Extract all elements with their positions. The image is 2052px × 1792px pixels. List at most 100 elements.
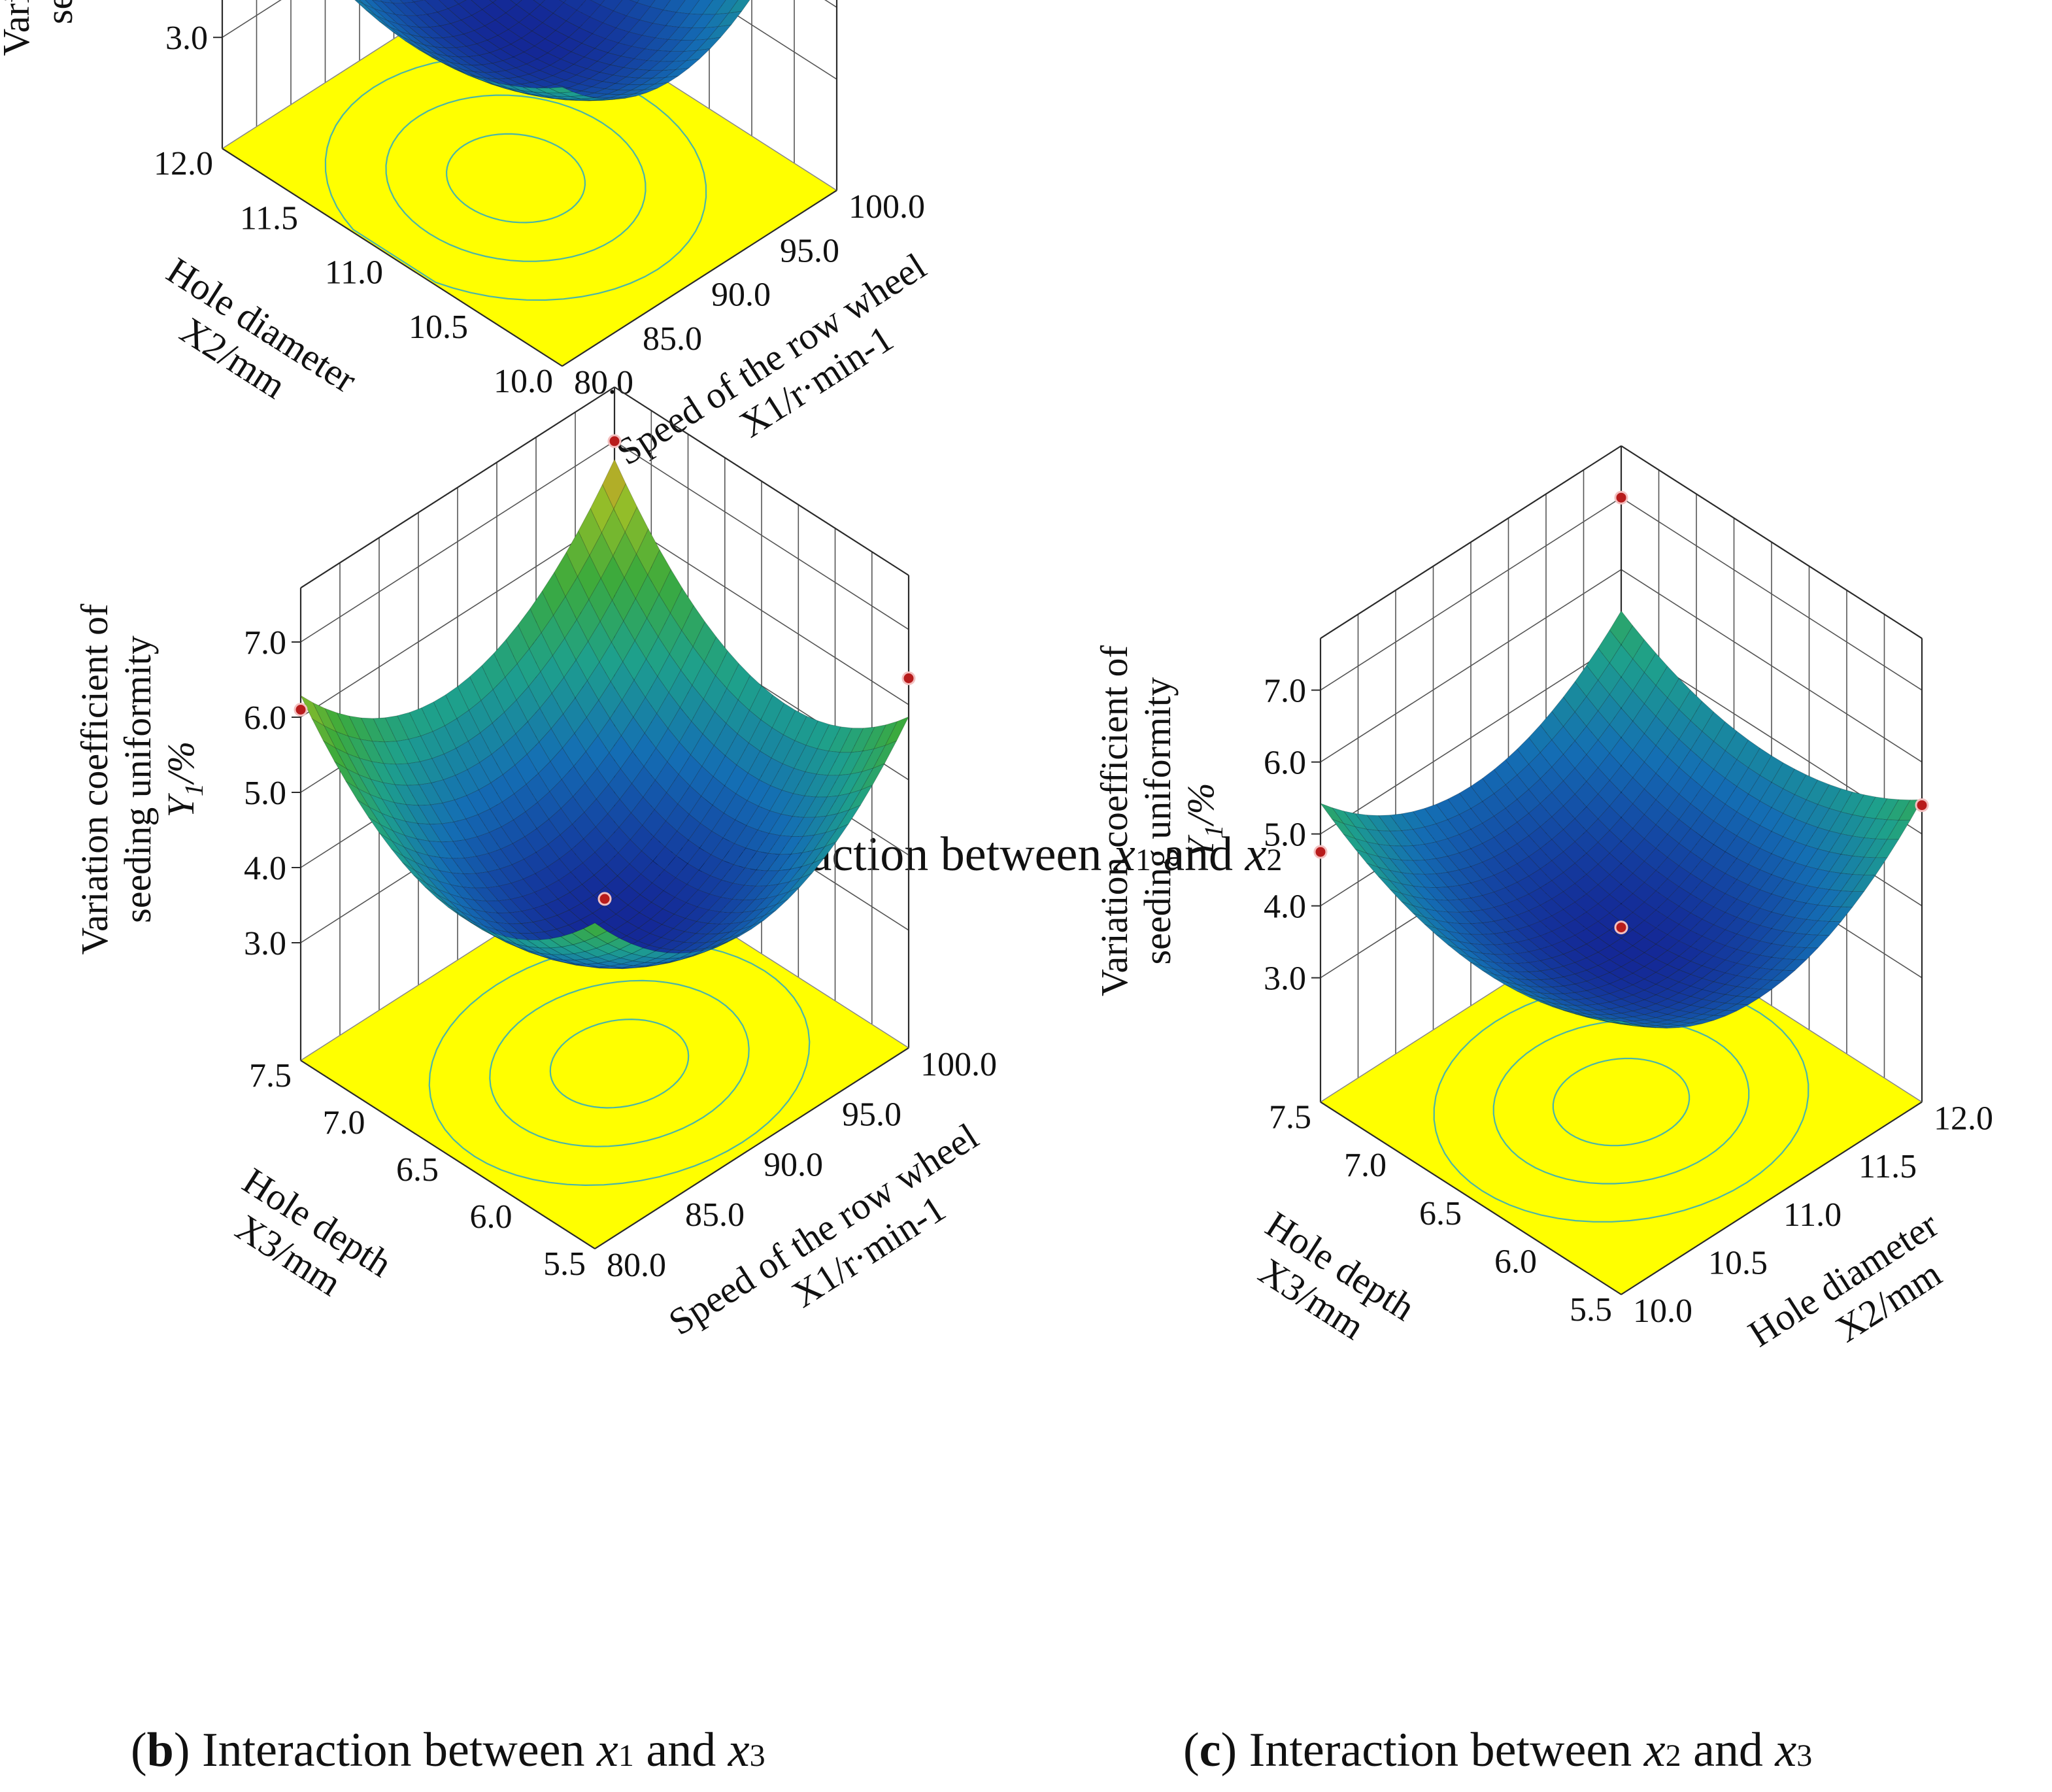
surface-patch xyxy=(420,36,446,48)
caption-and: and xyxy=(1151,828,1245,881)
caption-and: and xyxy=(633,1723,728,1777)
z-axis-title-line: Variation coefficient of xyxy=(1093,645,1135,996)
surface-patch xyxy=(1493,887,1518,905)
surface-patch xyxy=(529,4,554,24)
frame-edge xyxy=(300,386,615,589)
surface-patch xyxy=(1435,919,1460,934)
surface-patch xyxy=(376,16,401,32)
surface-patch xyxy=(411,0,426,3)
surface-patch xyxy=(1724,917,1749,935)
surface-patch xyxy=(567,84,593,92)
surface-patch xyxy=(565,530,590,577)
surface-patch xyxy=(605,852,630,877)
surface-patch xyxy=(1724,949,1749,964)
surface-patch xyxy=(1436,838,1460,857)
response-surface xyxy=(1319,610,1923,1029)
surface-patch xyxy=(428,54,453,67)
grid-line xyxy=(614,516,909,705)
grid-line xyxy=(222,0,282,38)
surface-patch xyxy=(533,904,558,920)
x-tick-label: 100.0 xyxy=(920,1046,997,1083)
surface-patch xyxy=(583,48,609,62)
surface-patch xyxy=(555,20,580,38)
x-tick-label: 80.0 xyxy=(607,1247,666,1284)
surface-patch xyxy=(333,760,359,790)
surface-patch xyxy=(363,3,388,21)
surface-patch xyxy=(571,42,596,58)
surface-patch xyxy=(792,771,817,796)
grid-line xyxy=(712,0,837,80)
surface-patch xyxy=(662,60,688,71)
surface-patch xyxy=(683,39,709,52)
frame-edge xyxy=(300,1060,596,1249)
y-tick-label: 5.5 xyxy=(1570,1291,1612,1328)
contour-line xyxy=(1552,1057,1690,1147)
surface-patch xyxy=(530,590,554,634)
surface-patch xyxy=(471,9,496,26)
surface-patch xyxy=(535,88,560,93)
grid-line xyxy=(1320,569,1622,763)
surface-patch xyxy=(571,928,597,942)
surface-patch xyxy=(641,23,667,39)
surface-patch xyxy=(454,0,467,5)
surface-patch xyxy=(650,908,675,925)
x-axis: 80.0 85.090.095.0 100.0 xyxy=(574,188,925,401)
contour-line xyxy=(549,1018,690,1109)
grid-line xyxy=(300,516,615,718)
chart-group-c: 3.0 4.0 5.0 6.0 7.0 Variation coefficient of s… xyxy=(1093,445,1993,1355)
surface-patch xyxy=(561,944,586,955)
caption-letter: c xyxy=(1199,1723,1221,1777)
y-tick-label: 12.0 xyxy=(154,145,213,182)
caption-var-1: x xyxy=(1643,1723,1666,1777)
frame-edge xyxy=(222,148,563,367)
surface-patch xyxy=(483,79,508,88)
caption-open-paren: ( xyxy=(131,1723,147,1777)
surface-patch xyxy=(489,0,497,3)
surface-patch xyxy=(371,0,396,15)
surface-patch xyxy=(444,63,469,76)
design-point xyxy=(294,703,308,717)
z-axis: 3.0 4.0 5.0 6.0 7.0 xyxy=(244,624,301,962)
response-surface xyxy=(354,0,750,101)
y-tick-label: 6.5 xyxy=(1419,1195,1462,1232)
y-tick-label: 7.0 xyxy=(1344,1147,1387,1184)
surface-patch xyxy=(479,52,504,64)
surface-patch xyxy=(426,12,452,27)
design-point xyxy=(1313,845,1328,859)
surface-patch xyxy=(685,48,711,61)
design-point xyxy=(607,434,622,448)
surface-patch xyxy=(457,676,482,711)
surface-patch xyxy=(437,54,461,65)
surface-patch xyxy=(559,0,567,3)
surface-patch xyxy=(514,754,539,785)
surface-patch xyxy=(549,58,575,71)
surface-patch xyxy=(596,52,622,65)
surface-patch xyxy=(529,952,553,960)
surface-patch xyxy=(463,69,487,79)
y-tick-label: 7.5 xyxy=(1269,1099,1311,1136)
surface-patch xyxy=(1493,954,1518,964)
surface-patch xyxy=(542,12,567,31)
grid-line xyxy=(1320,497,1622,691)
surface-patch xyxy=(665,803,690,832)
surface-patch xyxy=(391,848,415,871)
surface-patch xyxy=(457,56,483,66)
surface-patch xyxy=(692,946,716,956)
z-axis-title-line: Variation coefficient of xyxy=(0,0,37,56)
z-tick-label: 7.0 xyxy=(244,624,286,662)
surface-patch xyxy=(681,27,706,41)
surface-patch xyxy=(530,79,556,88)
design-point xyxy=(901,671,916,685)
surface-patch xyxy=(562,64,588,76)
y-tick-label: 6.0 xyxy=(470,1198,513,1236)
surface-patch xyxy=(425,887,449,905)
surface-patch xyxy=(511,879,535,897)
contour-line xyxy=(489,979,750,1147)
frame-edge xyxy=(1621,445,1923,639)
surface-patch xyxy=(612,577,636,622)
surface-patch xyxy=(489,48,514,61)
surface-patch xyxy=(607,949,633,958)
